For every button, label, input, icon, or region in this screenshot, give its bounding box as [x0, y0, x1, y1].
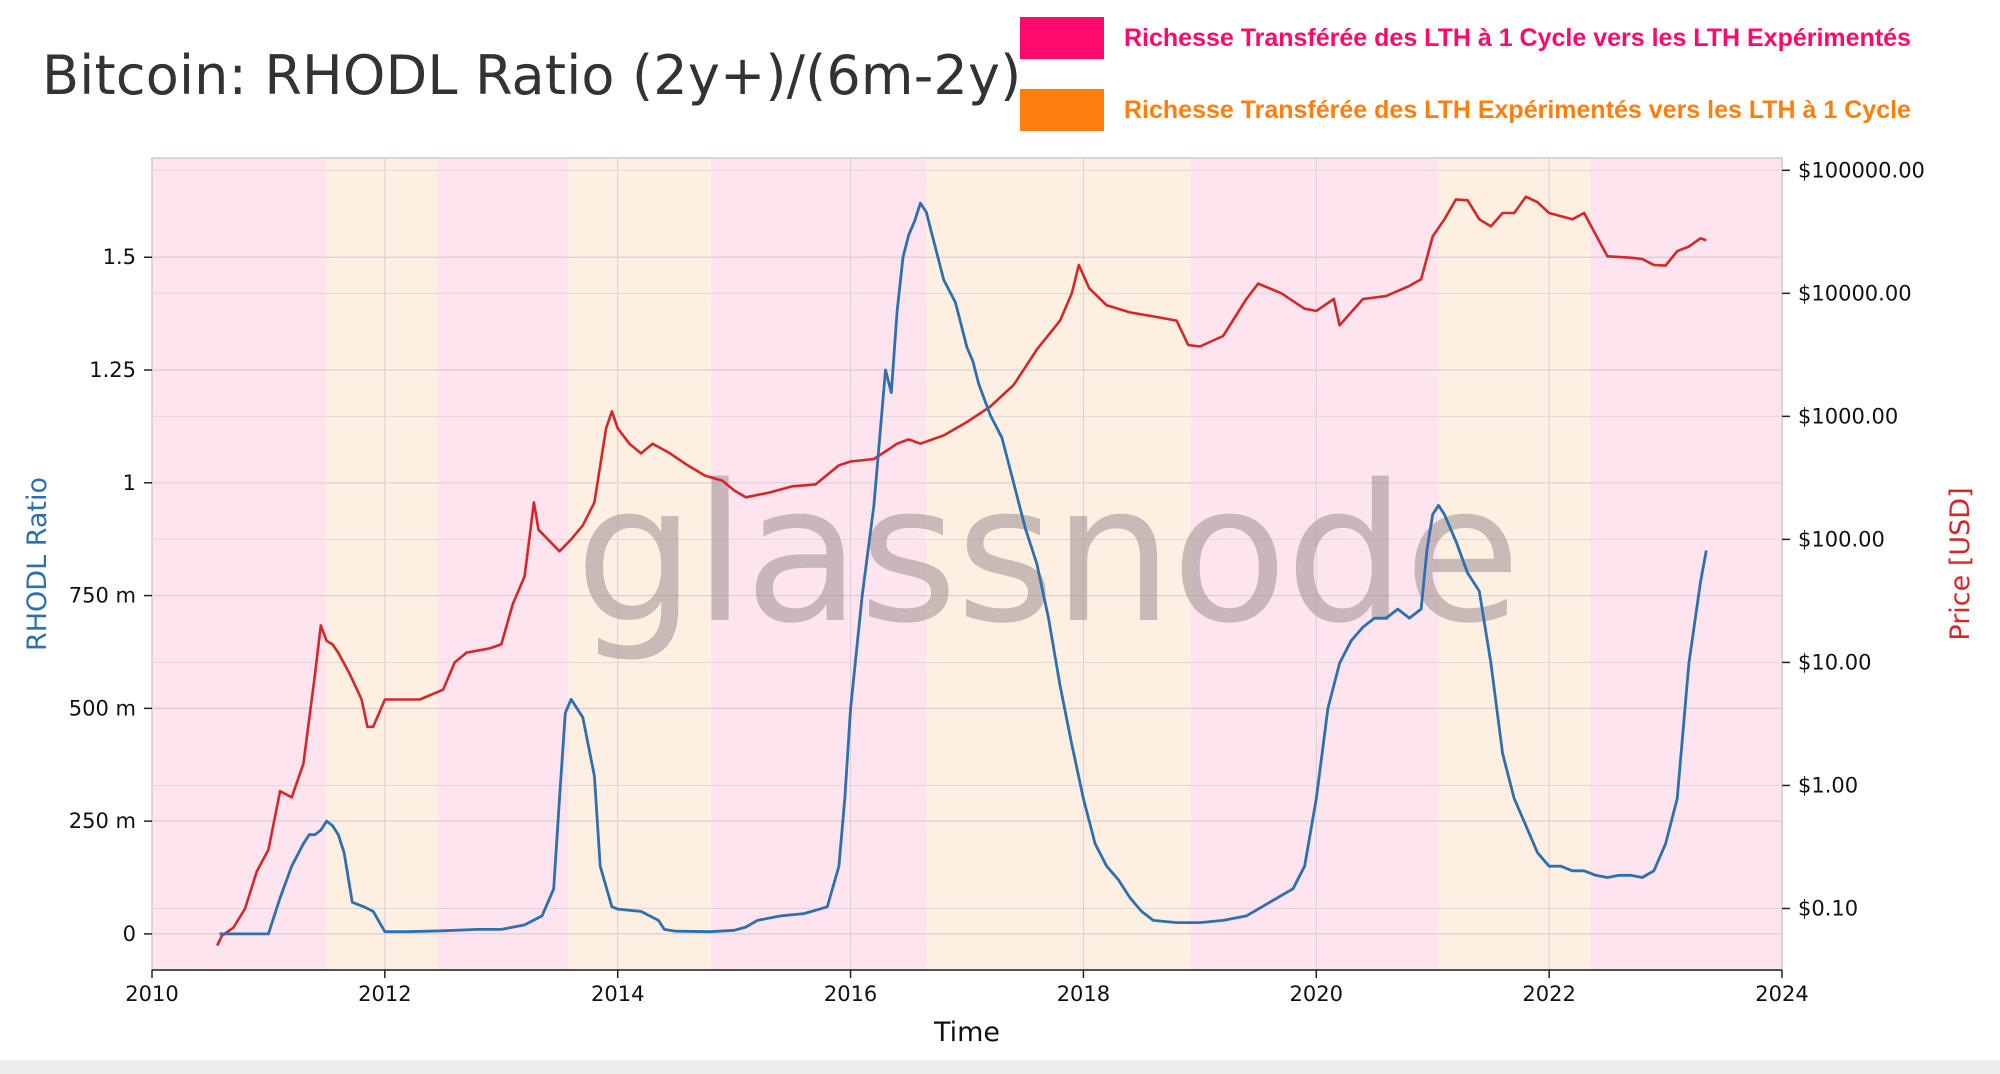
axes-layer: 2010 2012 2014 2016 2018 2020 2022 2024 0 250 m 50…: [69, 158, 1925, 1006]
y-left-tick-label-6: 1.5: [103, 245, 136, 269]
y-right-tick-label-2: $10.00: [1798, 650, 1871, 674]
legend-swatch-2: [1020, 89, 1104, 131]
y-left-tick-label-3: 750 m: [69, 584, 136, 608]
y-right-tick-label-3: $100.00: [1798, 527, 1885, 551]
bottom-edge: [0, 1060, 2000, 1074]
y-right-tick-label-5: $10000.00: [1798, 281, 1912, 305]
legend-item-2: Richesse Transférée des LTH Expérimentés…: [1020, 89, 1911, 131]
y-right-tick-label-4: $1000.00: [1798, 404, 1898, 428]
series-layer: [216, 195, 1708, 947]
y-right-tick-label-6: $100000.00: [1798, 158, 1925, 182]
grid-lines: [151, 158, 1783, 970]
legend-item-1: Richesse Transférée des LTH à 1 Cycle ve…: [1020, 17, 1911, 59]
y-left-tick-label-2: 500 m: [69, 696, 136, 720]
x-tick-label-5: 2020: [1290, 982, 1343, 1006]
x-tick-label-7: 2024: [1755, 982, 1808, 1006]
x-tick-label-4: 2018: [1057, 982, 1110, 1006]
y-left-tick-label-1: 250 m: [69, 809, 136, 833]
x-tick-label-0: 2010: [125, 982, 178, 1006]
x-axis-title: Time: [933, 1017, 1000, 1048]
x-tick-label-6: 2022: [1522, 982, 1575, 1006]
y-left-axis-title: RHODL Ratio: [22, 477, 53, 651]
legend-swatch-1: [1020, 17, 1104, 59]
watermark-text: glassnode: [575, 444, 1519, 665]
background-band-2: [437, 158, 569, 970]
x-tick-label-2: 2014: [591, 982, 644, 1006]
legend-label-2: Richesse Transférée des LTH Expérimentés…: [1124, 95, 1911, 124]
y-right-tick-label-0: $0.10: [1798, 896, 1858, 920]
rhodl-series-line: [219, 201, 1708, 936]
y-right-axis-title: Price [USD]: [1945, 487, 1976, 640]
x-tick-label-1: 2012: [358, 982, 411, 1006]
y-right-tick-label-1: $1.00: [1798, 773, 1858, 797]
y-left-tick-label-0: 0: [123, 922, 136, 946]
y-left-tick-label-4: 1: [123, 471, 136, 495]
y-left-tick-label-5: 1.25: [89, 358, 136, 382]
x-tick-label-3: 2016: [824, 982, 877, 1006]
background-band-8: [1589, 158, 1782, 970]
legend-label-1: Richesse Transférée des LTH à 1 Cycle ve…: [1124, 23, 1911, 52]
price-series-line: [216, 195, 1707, 947]
chart-title: Bitcoin: RHODL Ratio (2y+)/(6m-2y): [42, 44, 1022, 107]
